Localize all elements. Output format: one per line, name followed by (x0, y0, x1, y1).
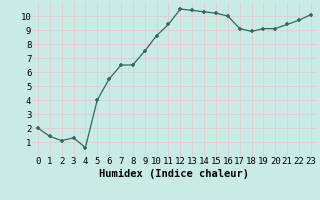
X-axis label: Humidex (Indice chaleur): Humidex (Indice chaleur) (100, 168, 249, 179)
